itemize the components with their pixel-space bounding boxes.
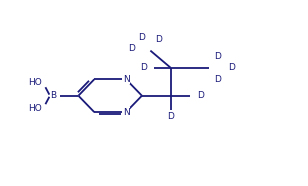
Text: D: D <box>229 63 236 72</box>
Text: D: D <box>214 75 221 84</box>
Text: D: D <box>214 52 221 60</box>
Text: N: N <box>123 108 129 117</box>
Text: B: B <box>51 91 57 100</box>
Text: D: D <box>140 63 148 72</box>
Text: N: N <box>123 75 129 84</box>
Text: D: D <box>128 44 135 53</box>
Text: HO: HO <box>29 104 42 113</box>
Text: D: D <box>197 91 204 100</box>
Text: D: D <box>155 35 162 44</box>
Text: D: D <box>139 33 145 41</box>
Text: HO: HO <box>29 78 42 87</box>
Text: D: D <box>167 112 174 121</box>
